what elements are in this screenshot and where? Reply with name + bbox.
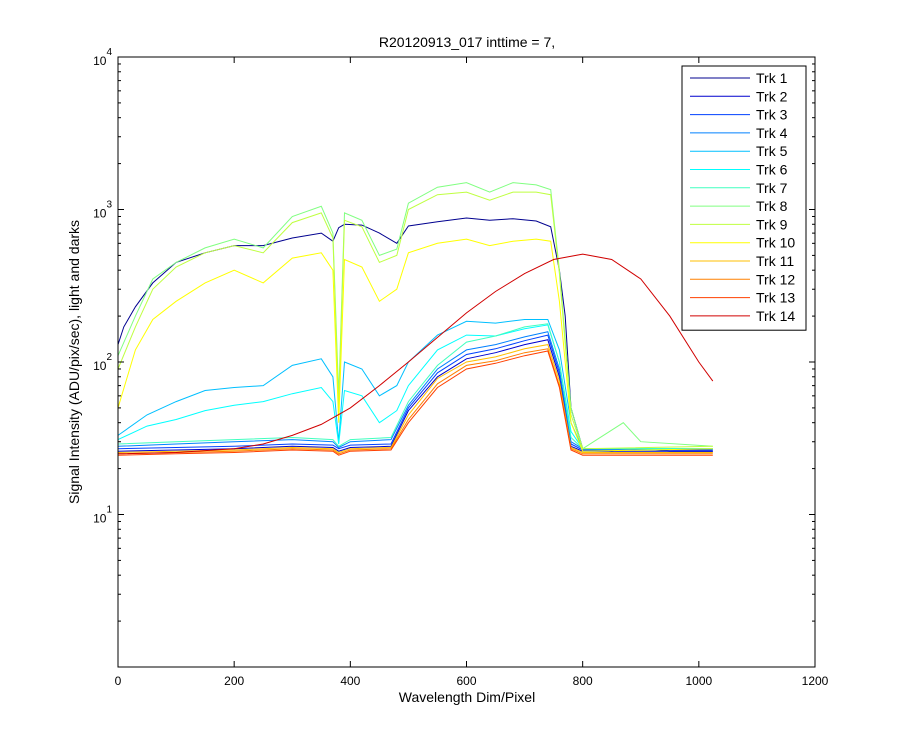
chart-title: R20120913_017 inttime = 7, xyxy=(379,34,555,50)
y-tick-exponent: 2 xyxy=(106,352,112,363)
x-tick-label: 1200 xyxy=(802,674,829,688)
series-line-10 xyxy=(117,238,713,452)
series-line-14 xyxy=(117,253,714,455)
y-tick-exponent: 4 xyxy=(106,47,112,58)
y-tick-label: 103 xyxy=(93,200,112,221)
series-line-8 xyxy=(117,182,713,450)
series-line-1 xyxy=(117,217,713,452)
legend-label-4: Trk 4 xyxy=(756,125,788,141)
series-line-4 xyxy=(117,331,713,450)
x-tick-label: 1000 xyxy=(685,674,712,688)
legend: Trk 1 Trk 2 Trk 3 Trk 4 Trk 5 Trk 6 Trk 7 Trk 8… xyxy=(681,65,807,331)
x-tick-label: 600 xyxy=(456,674,476,688)
legend-label-8: Trk 8 xyxy=(756,198,788,214)
y-tick-base: 10 xyxy=(93,207,107,221)
legend-box xyxy=(681,65,807,331)
y-tick-base: 10 xyxy=(93,54,107,68)
y-tick-base: 10 xyxy=(93,359,107,373)
x-tick-label: 400 xyxy=(340,674,360,688)
series-line-13 xyxy=(117,350,713,456)
series-line-9 xyxy=(117,191,713,450)
legend-label-7: Trk 7 xyxy=(756,180,788,196)
legend-label-12: Trk 12 xyxy=(756,271,795,287)
y-axis-label: Signal Intensity (ADU/pix/sec), light an… xyxy=(66,220,82,504)
series-line-5 xyxy=(117,319,713,450)
series-line-7 xyxy=(117,323,713,450)
series-line-3 xyxy=(117,334,713,451)
x-tick-label: 200 xyxy=(224,674,244,688)
y-tick-exponent: 1 xyxy=(106,505,112,516)
x-tick-label: 0 xyxy=(115,674,122,688)
legend-label-2: Trk 2 xyxy=(756,88,788,104)
plot-lines xyxy=(117,182,714,456)
y-tick-label: 101 xyxy=(93,505,112,526)
series-line-11 xyxy=(117,344,713,454)
legend-label-11: Trk 11 xyxy=(756,253,794,269)
series-line-12 xyxy=(117,348,713,455)
x-axis-label: Wavelength Dim/Pixel xyxy=(399,689,535,705)
legend-label-6: Trk 6 xyxy=(756,162,788,178)
legend-label-14: Trk 14 xyxy=(756,308,795,324)
y-tick-label: 104 xyxy=(93,47,112,68)
legend-label-3: Trk 3 xyxy=(756,107,788,123)
series-line-2 xyxy=(117,339,713,452)
legend-label-10: Trk 10 xyxy=(756,235,795,251)
y-tick-base: 10 xyxy=(93,512,107,526)
legend-label-9: Trk 9 xyxy=(756,216,788,232)
x-tick-label: 800 xyxy=(573,674,593,688)
legend-label-1: Trk 1 xyxy=(756,70,788,86)
legend-label-13: Trk 13 xyxy=(756,290,795,306)
y-tick-exponent: 3 xyxy=(106,200,112,211)
series-line-6 xyxy=(117,324,713,450)
y-tick-label: 102 xyxy=(93,352,112,373)
legend-label-5: Trk 5 xyxy=(756,143,788,159)
